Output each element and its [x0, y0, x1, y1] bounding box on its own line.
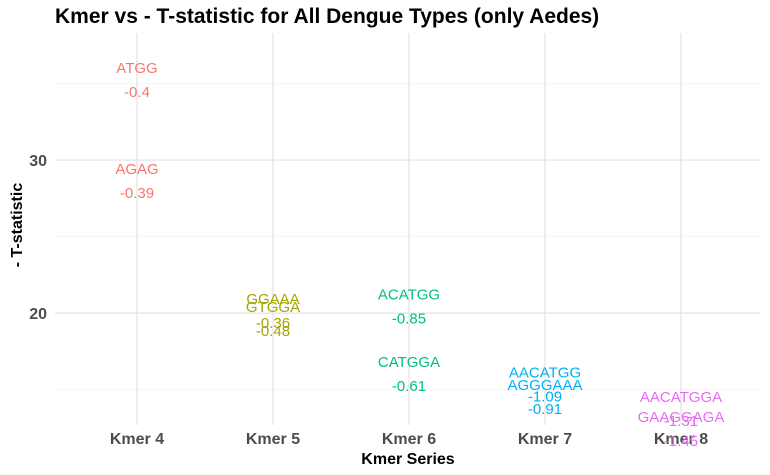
data-point: ACATGG -0.85: [378, 287, 440, 328]
x-tick-label: Kmer 6: [382, 431, 436, 448]
point-value-label: -1.31: [664, 413, 698, 430]
x-tick-label: Kmer 7: [518, 431, 572, 448]
grid: [55, 33, 760, 425]
point-value-label: -0.91: [528, 401, 562, 418]
x-axis-title: Kmer Series: [361, 451, 454, 468]
point-kmer-label: AGGGAAA: [507, 377, 582, 394]
data-point: AACATGG -1.09: [509, 365, 581, 406]
point-value-label: -0.85: [392, 311, 426, 328]
point-kmer-label: GTGGA: [246, 299, 300, 316]
point-value-label: -0.4: [124, 84, 150, 101]
y-tick-label: 30: [29, 153, 47, 170]
data-point: GGAAA -0.36: [246, 291, 299, 332]
point-kmer-label: ACATGG: [378, 287, 440, 304]
point-kmer-label: GAAGGAGA: [638, 409, 725, 426]
point-kmer-label: AACATGG: [509, 365, 581, 382]
point-value-label: -0.48: [256, 323, 290, 340]
point-kmer-label: AACATGGA: [640, 389, 722, 406]
data-point: AACATGGA -1.31: [640, 389, 722, 430]
chart-title: Kmer vs - T-statistic for All Dengue Typ…: [55, 5, 599, 28]
point-value-label: -0.36: [256, 315, 290, 332]
y-axis-title: - T-statistic: [9, 183, 26, 268]
data-point: GAAGGAGA -1.45: [638, 409, 725, 450]
y-tick-label: 20: [29, 306, 47, 323]
data-point: AGGGAAA -0.91: [507, 377, 582, 418]
point-value-label: -1.09: [528, 389, 562, 406]
data-point: AGAG -0.39: [115, 161, 158, 202]
point-value-label: -0.39: [120, 185, 154, 202]
point-kmer-label: AGAG: [115, 161, 158, 178]
x-axis-ticks: Kmer 4 Kmer 5 Kmer 6 Kmer 7 Kmer 8: [110, 431, 708, 448]
point-value-label: -0.61: [392, 378, 426, 395]
x-tick-label: Kmer 5: [246, 431, 300, 448]
point-kmer-label: GGAAA: [246, 291, 299, 308]
data-point: GTGGA -0.48: [246, 299, 300, 340]
x-tick-label: Kmer 8: [654, 431, 708, 448]
point-kmer-label: ATGG: [116, 60, 157, 77]
point-kmer-label: CATGGA: [378, 354, 440, 371]
point-value-label: -1.45: [664, 433, 698, 450]
x-tick-label: Kmer 4: [110, 431, 164, 448]
data-point: ATGG -0.4: [116, 60, 157, 101]
data-point: CATGGA -0.61: [378, 354, 440, 395]
